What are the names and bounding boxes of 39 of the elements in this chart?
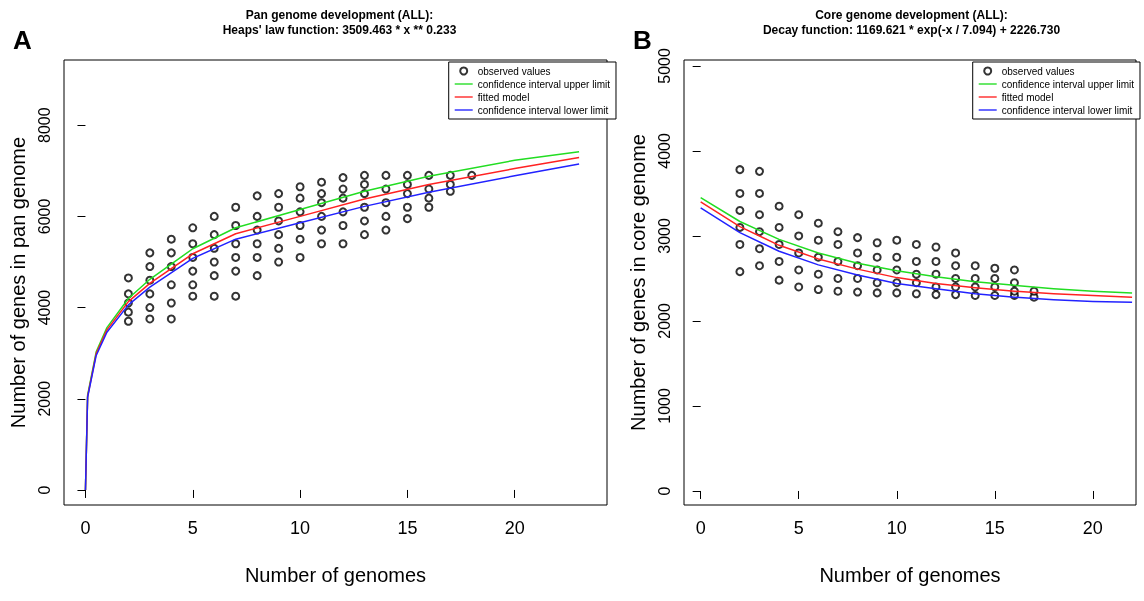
legend-label: fitted model	[477, 91, 530, 103]
x-tick-label: 10	[290, 518, 311, 538]
x-tick-label: 5	[187, 518, 198, 538]
x-axis-title: Number of genomes	[819, 564, 1001, 586]
chart-title: Pan genome development (ALL):	[245, 8, 434, 22]
legend-label: fitted model	[1001, 91, 1054, 103]
x-tick-label: 10	[886, 518, 907, 538]
y-tick-label: 0	[35, 485, 53, 495]
x-tick-label: 5	[793, 518, 804, 538]
y-tick-label: 4000	[35, 289, 53, 326]
text: A	[13, 25, 32, 55]
text: B	[633, 25, 652, 55]
legend-label: confidence interval upper limit	[1001, 78, 1135, 90]
legend-label: observed values	[477, 65, 551, 77]
y-tick-label: 4000	[655, 133, 673, 169]
y-tick-label: 6000	[35, 198, 53, 235]
y-tick-label: 0	[655, 486, 673, 496]
y-tick-label: 2000	[35, 380, 53, 417]
y-axis-title: Number of genes in core genome	[627, 134, 649, 431]
legend-label: observed values	[1001, 65, 1075, 77]
y-tick-label: 5000	[655, 48, 673, 84]
y-tick-label: 8000	[35, 107, 53, 143]
x-tick-label: 15	[397, 518, 418, 538]
legend-label: confidence interval lower limit	[477, 104, 609, 116]
chart-subtitle: Heaps' law function: 3509.463 * x ** 0.233	[222, 23, 457, 37]
x-tick-label: 15	[984, 518, 1005, 538]
x-tick-label: 20	[504, 518, 525, 538]
x-tick-label: 20	[1082, 518, 1103, 538]
y-tick-label: 2000	[655, 303, 673, 339]
x-tick-label: 0	[80, 518, 91, 538]
legend-label: confidence interval upper limit	[477, 78, 611, 90]
y-tick-label: 1000	[655, 388, 673, 424]
x-axis-title: Number of genomes	[244, 564, 427, 586]
chart-title: Core genome development (ALL):	[815, 8, 1008, 22]
y-tick-label: 3000	[655, 218, 673, 254]
x-tick-label: 0	[695, 518, 706, 538]
legend-label: confidence interval lower limit	[1001, 104, 1133, 116]
chart-subtitle: Decay function: 1169.621 * exp(-x / 7.094) + 2226.730	[762, 23, 1061, 37]
y-axis-title: Number of genes in pan genome	[7, 136, 29, 429]
